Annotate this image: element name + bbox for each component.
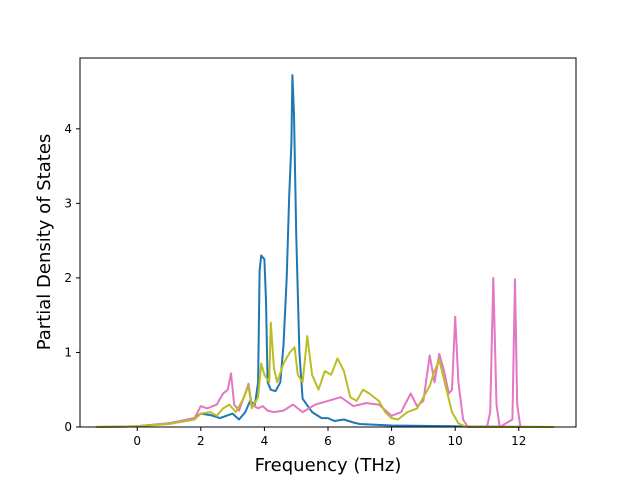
y-tick-label: 2 <box>64 271 72 285</box>
y-axis-label: Partial Density of States <box>34 134 55 351</box>
x-axis-label: Frequency (THz) <box>255 455 402 476</box>
y-tick-label: 4 <box>64 122 72 136</box>
x-tick-label: 10 <box>448 434 463 448</box>
series-line-1 <box>95 74 554 428</box>
x-tick-label: 0 <box>133 434 141 448</box>
x-axis-ticks: 0 2 4 6 8 10 12 <box>133 427 526 448</box>
y-tick-label: 1 <box>64 345 72 359</box>
y-axis-ticks: 0 1 2 3 4 <box>64 122 80 434</box>
x-tick-label: 2 <box>197 434 205 448</box>
y-tick-label: 0 <box>64 420 72 434</box>
x-tick-label: 12 <box>511 434 526 448</box>
series-line-2 <box>95 276 554 428</box>
series-line-3 <box>95 321 554 428</box>
x-tick-label: 8 <box>388 434 396 448</box>
x-tick-label: 4 <box>261 434 269 448</box>
y-tick-label: 3 <box>64 196 72 210</box>
series-layer <box>95 74 554 428</box>
x-tick-label: 6 <box>324 434 332 448</box>
